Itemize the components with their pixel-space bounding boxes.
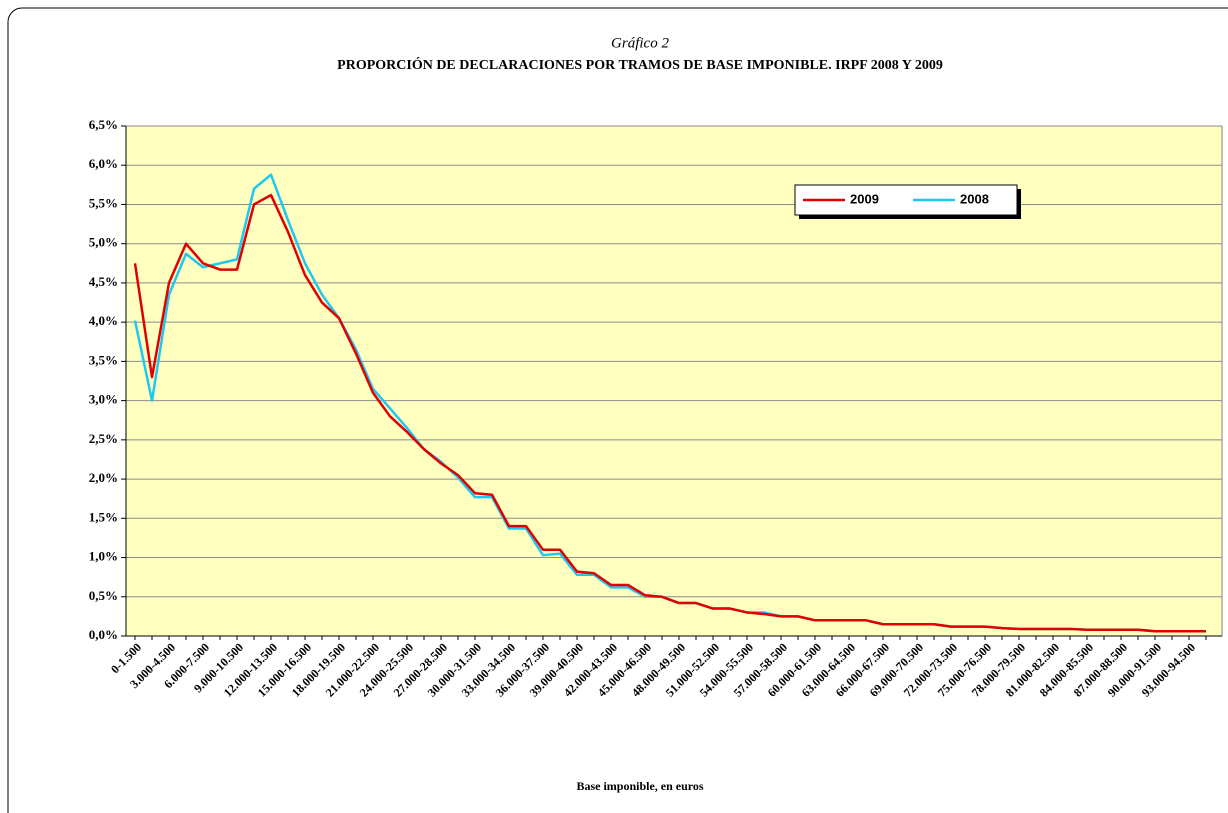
line-series <box>133 193 1206 633</box>
y-tick-label: 5,5% <box>89 195 118 210</box>
x-axis-label: Base imponible, en euros <box>576 779 703 793</box>
y-tick-label: 0,5% <box>89 588 118 603</box>
y-tick-label: 1,0% <box>89 549 118 564</box>
y-tick-label: 6,5% <box>89 117 118 132</box>
y-tick-label: 3,5% <box>89 352 118 367</box>
y-tick-label: 1,5% <box>89 509 118 524</box>
chart-supertitle: Gráfico 2 <box>611 35 669 51</box>
chart-title: PROPORCIÓN DE DECLARACIONES POR TRAMOS D… <box>337 56 943 73</box>
y-tick-label: 4,0% <box>89 313 118 328</box>
legend-label: 2009 <box>850 191 879 206</box>
y-tick-label: 0,0% <box>89 627 118 642</box>
y-tick-label: 5,0% <box>89 235 118 250</box>
y-tick-label: 4,5% <box>89 274 118 289</box>
y-tick-label: 6,0% <box>89 156 118 171</box>
y-tick-label: 2,0% <box>89 470 118 485</box>
y-tick-label: 3,0% <box>89 392 118 407</box>
plot-background <box>125 125 1223 637</box>
y-tick-label: 2,5% <box>89 431 118 446</box>
legend-label: 2008 <box>960 191 989 206</box>
